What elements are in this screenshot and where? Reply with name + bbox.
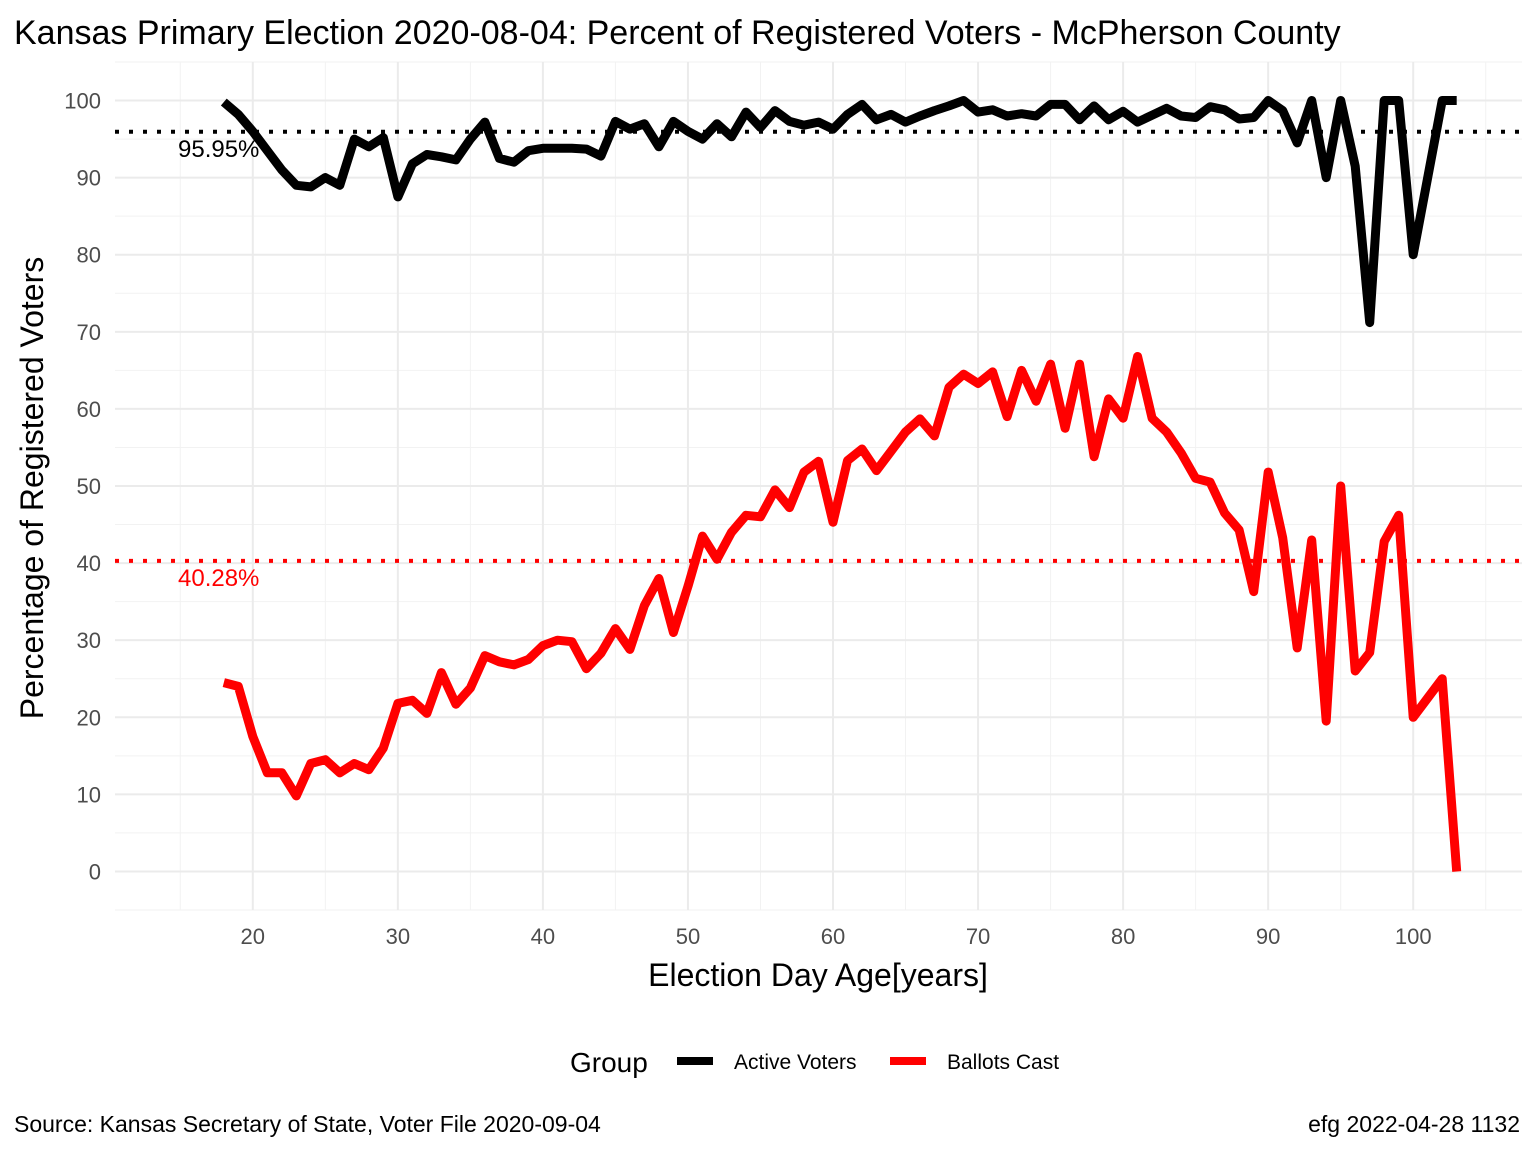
x-tick-label: 40	[531, 924, 555, 949]
x-tick-label: 100	[1395, 924, 1432, 949]
x-tick-label: 70	[966, 924, 990, 949]
y-tick-label: 0	[89, 859, 101, 884]
reference-lines	[115, 129, 1522, 563]
x-axis-title: Election Day Age[years]	[648, 957, 988, 993]
reference-line-label-0: 95.95%	[178, 136, 259, 163]
legend-label-active-voters: Active Voters	[734, 1051, 857, 1074]
reference-labels: 95.95% 40.28%	[178, 136, 259, 592]
y-tick-label: 100	[64, 89, 101, 114]
y-tick-label: 10	[77, 782, 101, 807]
y-tick-label: 70	[77, 320, 101, 345]
legend: Group Active Voters Ballots Cast	[570, 1047, 1059, 1078]
series-lines	[220, 96, 1462, 872]
y-tick-label: 60	[77, 397, 101, 422]
x-tick-label: 20	[241, 924, 265, 949]
legend-title: Group	[570, 1047, 648, 1078]
y-axis-title: Percentage of Registered Voters	[14, 257, 50, 720]
x-tick-label: 90	[1256, 924, 1280, 949]
timestamp-caption: efg 2022-04-28 1132	[1308, 1111, 1520, 1137]
legend-label-ballots-cast: Ballots Cast	[947, 1051, 1059, 1074]
chart-title: Kansas Primary Election 2020-08-04: Perc…	[14, 14, 1341, 52]
y-tick-label: 90	[77, 166, 101, 191]
x-tick-label: 30	[386, 924, 410, 949]
grid	[115, 61, 1522, 911]
y-tick-label: 40	[77, 551, 101, 576]
y-tick-label: 20	[77, 705, 101, 730]
y-tick-label: 30	[77, 628, 101, 653]
source-caption: Source: Kansas Secretary of State, Voter…	[14, 1111, 601, 1137]
series-line-ballots-cast	[222, 352, 1462, 872]
y-tick-label: 50	[77, 474, 101, 499]
y-tick-label: 80	[77, 243, 101, 268]
x-tick-labels: 20 30 40 50 60 70 80 90 100	[241, 924, 1432, 949]
x-tick-label: 80	[1111, 924, 1135, 949]
x-tick-label: 50	[676, 924, 700, 949]
series-line-active-voters	[220, 96, 1457, 328]
y-tick-labels: 0 10 20 30 40 50 60 70 80 90 100	[64, 89, 101, 885]
reference-line-label-1: 40.28%	[178, 565, 259, 592]
x-tick-label: 60	[821, 924, 845, 949]
